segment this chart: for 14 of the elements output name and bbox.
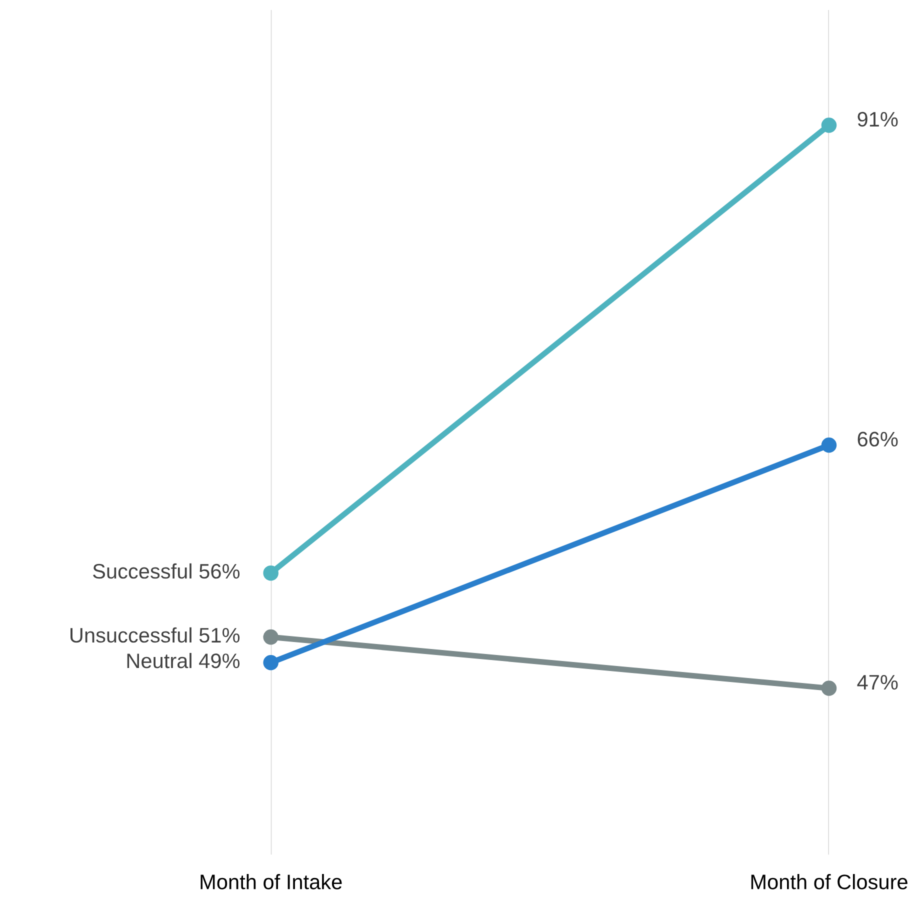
data-label: 66% (858, 432, 898, 447)
text: Unsuccessful 51% (70, 627, 240, 643)
data-label: 91% (858, 112, 898, 127)
point (821, 437, 837, 453)
x-tick-label: Month of Intake (200, 874, 342, 890)
point (263, 655, 278, 670)
text: Neutral 49% (127, 652, 240, 668)
point (821, 118, 837, 133)
point (821, 680, 837, 696)
text: Successful 56% (93, 563, 240, 579)
point (263, 565, 278, 581)
x-tick-label: Month of Closure (751, 874, 908, 890)
point (263, 629, 278, 645)
data-label: 47% (857, 675, 898, 690)
